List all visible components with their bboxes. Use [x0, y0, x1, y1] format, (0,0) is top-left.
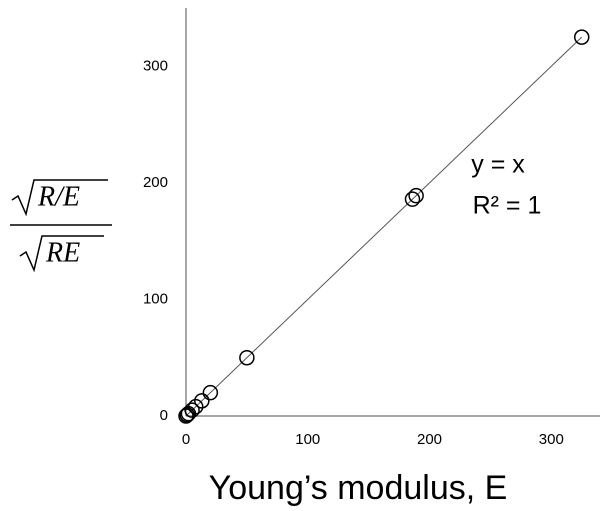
y-tick-label: 100	[143, 290, 168, 307]
radical	[11, 179, 108, 217]
x-axis-label: Young’s modulus, E	[209, 469, 508, 507]
trend-line	[185, 36, 583, 417]
point	[239, 349, 255, 366]
point	[179, 407, 195, 423]
annotation: y = x	[471, 151, 525, 179]
y-label-denominator: RE	[45, 237, 80, 268]
point	[573, 29, 590, 45]
point	[404, 191, 421, 207]
y-axis-label: R/E RE	[10, 179, 112, 273]
point	[184, 402, 200, 418]
x-tick-label: 200	[417, 431, 442, 448]
radical	[19, 235, 104, 273]
point	[194, 393, 210, 409]
point	[202, 384, 219, 401]
y-tick-label: 0	[160, 407, 168, 424]
x-tick-label: 0	[182, 431, 190, 448]
point	[178, 408, 194, 424]
point	[408, 187, 424, 204]
point	[187, 398, 204, 415]
annotation: R² = 1	[473, 192, 542, 220]
x-tick-label: 100	[295, 431, 320, 448]
y-label-numerator: R/E	[37, 181, 80, 212]
y-tick-label: 300	[143, 57, 168, 74]
y-tick-label: 200	[143, 174, 168, 191]
x-tick-label: 300	[539, 431, 564, 448]
